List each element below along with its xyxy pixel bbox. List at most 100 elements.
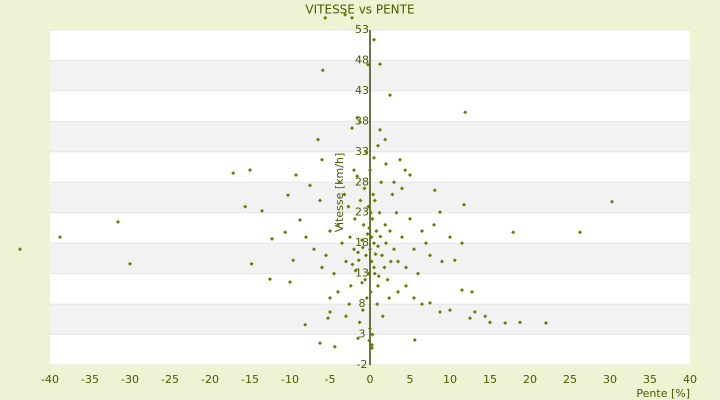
point xyxy=(326,316,330,321)
point xyxy=(462,202,466,207)
point xyxy=(578,230,582,235)
point xyxy=(404,283,408,288)
point xyxy=(483,314,488,319)
point xyxy=(320,157,324,162)
y-tick-label: 53 xyxy=(355,23,369,36)
point xyxy=(243,204,248,209)
point xyxy=(318,341,322,346)
x-tick-label: 40 xyxy=(683,373,697,386)
point xyxy=(316,137,320,142)
point xyxy=(352,168,356,173)
point xyxy=(368,247,372,252)
point xyxy=(388,259,393,264)
point xyxy=(353,268,358,273)
y-tick-label: 8 xyxy=(359,297,366,310)
x-tick-label: 20 xyxy=(523,373,537,386)
point xyxy=(308,183,312,188)
point xyxy=(336,222,340,227)
point xyxy=(303,322,308,327)
point xyxy=(366,204,371,209)
point xyxy=(360,245,365,250)
x-tick-label: -25 xyxy=(161,373,179,386)
point xyxy=(268,277,272,282)
point xyxy=(367,338,372,343)
point xyxy=(408,172,412,177)
point xyxy=(283,230,288,235)
y-tick-label: 43 xyxy=(355,84,369,97)
point xyxy=(343,12,348,17)
point xyxy=(286,193,290,198)
point xyxy=(372,241,376,246)
point xyxy=(365,232,370,237)
y-tick-label: 18 xyxy=(355,236,369,249)
point xyxy=(372,155,376,160)
point xyxy=(320,265,324,270)
point xyxy=(420,229,424,233)
point xyxy=(376,244,380,249)
point xyxy=(328,229,332,233)
point xyxy=(352,216,357,221)
point xyxy=(403,168,408,173)
point xyxy=(116,219,120,224)
point xyxy=(248,168,252,173)
x-tick-label: -10 xyxy=(281,373,299,386)
point xyxy=(511,230,516,235)
point xyxy=(420,302,424,307)
point xyxy=(432,222,436,227)
point xyxy=(488,320,492,325)
point xyxy=(368,326,372,331)
point xyxy=(518,320,522,325)
y-tick-label: 13 xyxy=(355,267,369,280)
point xyxy=(404,265,408,270)
point xyxy=(376,143,380,148)
point xyxy=(396,289,400,294)
point xyxy=(388,93,392,98)
point xyxy=(452,258,457,263)
point xyxy=(428,253,432,258)
point xyxy=(368,210,373,215)
point xyxy=(361,222,366,227)
point xyxy=(378,234,383,239)
point xyxy=(312,247,316,252)
point xyxy=(382,265,387,270)
point xyxy=(383,137,388,142)
point xyxy=(355,174,360,179)
point xyxy=(128,261,132,266)
point xyxy=(378,62,382,67)
y-tick-label: 33 xyxy=(355,145,369,158)
point xyxy=(367,225,372,230)
point xyxy=(323,15,328,20)
point xyxy=(438,210,442,215)
x-tick-label: 35 xyxy=(643,373,657,386)
point xyxy=(350,15,354,20)
point xyxy=(336,289,340,294)
point xyxy=(328,310,332,315)
point xyxy=(360,280,364,285)
point xyxy=(424,241,428,246)
point xyxy=(18,247,22,252)
point xyxy=(412,247,416,252)
y-tick-label: 48 xyxy=(355,53,369,66)
point xyxy=(544,320,548,325)
point xyxy=(440,259,444,264)
point xyxy=(291,258,296,263)
point xyxy=(346,204,351,209)
point xyxy=(337,180,342,185)
point xyxy=(373,252,378,257)
point xyxy=(318,198,322,203)
point xyxy=(360,308,365,313)
point xyxy=(472,310,477,315)
point xyxy=(340,241,344,246)
y-tick-label: 3 xyxy=(359,328,366,341)
point xyxy=(387,296,392,300)
point xyxy=(370,345,374,350)
point xyxy=(388,229,392,233)
point xyxy=(468,316,472,321)
point xyxy=(270,236,274,241)
point xyxy=(412,338,417,343)
point xyxy=(328,296,332,300)
point xyxy=(372,271,377,276)
point xyxy=(503,320,508,325)
point xyxy=(394,210,399,215)
x-tick-label: -5 xyxy=(325,373,336,386)
